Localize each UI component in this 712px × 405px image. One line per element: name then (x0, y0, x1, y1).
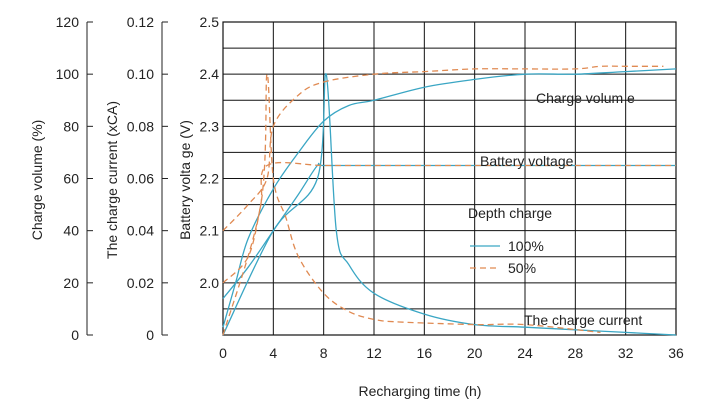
series-line-50-charge-volume (222, 65, 664, 232)
grid (223, 21, 676, 335)
charge-volume-axis-title: Charge volume (%) (29, 120, 45, 241)
x-tick-label: 16 (417, 345, 433, 361)
charge-current-axis: 0 0.02 0.04 0.06 0.08 0.10 0.12 The charge cur… (104, 14, 168, 343)
x-tick-label: 36 (668, 345, 684, 361)
battery-voltage-axis-title: Battery volta ge (V) (177, 120, 193, 240)
x-tick-label: 12 (366, 345, 382, 361)
y-tick-label: 80 (63, 118, 79, 134)
charge-current-annotation: The charge current (524, 312, 642, 328)
legend: Depth charge 100% 50% (468, 205, 552, 276)
battery-voltage-annotation: Battery voltage (480, 153, 574, 169)
legend-title: Depth charge (468, 205, 552, 221)
y-tick-label: 0.04 (127, 223, 154, 239)
y-tick-label: 0.02 (127, 275, 154, 291)
voltage-tick-label: 2.2 (200, 171, 220, 187)
voltage-tick-label: 2.3 (200, 118, 220, 134)
y-tick-label: 0.12 (127, 14, 154, 30)
legend-label-100: 100% (508, 238, 544, 254)
series-line-50-the-charge-current (222, 73, 601, 336)
y-tick-label: 40 (63, 223, 79, 239)
x-axis-title: Recharging time (h) (359, 383, 482, 399)
y-tick-label: 20 (63, 275, 79, 291)
series-layer (222, 65, 677, 336)
y-tick-label: 0.08 (127, 118, 154, 134)
y-tick-label: 120 (56, 14, 80, 30)
x-axis: 0 4 8 12 16 20 24 28 32 36 (219, 345, 684, 361)
x-tick-label: 24 (517, 345, 533, 361)
y-tick-label: 0 (146, 327, 154, 343)
y-tick-label: 0.06 (127, 171, 154, 187)
series-line-50-battery-voltage (222, 161, 676, 284)
series-line-100-the-charge-current (222, 73, 677, 336)
y-tick-label: 60 (63, 171, 79, 187)
x-tick-label: 20 (467, 345, 483, 361)
battery-voltage-axis: 2.0 2.1 2.2 2.3 2.4 2.5 Battery volta ge (V) (177, 14, 219, 291)
legend-label-50: 50% (508, 260, 536, 276)
y-tick-label: 100 (56, 66, 80, 82)
voltage-tick-label: 2.4 (200, 66, 220, 82)
x-tick-label: 28 (568, 345, 584, 361)
x-tick-label: 4 (269, 345, 277, 361)
y-tick-label: 0 (71, 327, 79, 343)
y-tick-label: 0.10 (127, 66, 154, 82)
charge-volume-axis: 0 20 40 60 80 100 120 Charge volume (%) (29, 14, 93, 343)
voltage-tick-label: 2.5 (200, 14, 220, 30)
charge-current-axis-title: The charge current (xCA) (104, 101, 120, 259)
voltage-tick-label: 2.0 (200, 275, 220, 291)
x-tick-label: 8 (320, 345, 328, 361)
charge-volume-annotation: Charge volum e (536, 90, 635, 106)
voltage-tick-label: 2.1 (200, 223, 220, 239)
series-line-100-charge-volume (222, 68, 677, 328)
x-tick-label: 32 (618, 345, 634, 361)
x-tick-label: 0 (219, 345, 227, 361)
